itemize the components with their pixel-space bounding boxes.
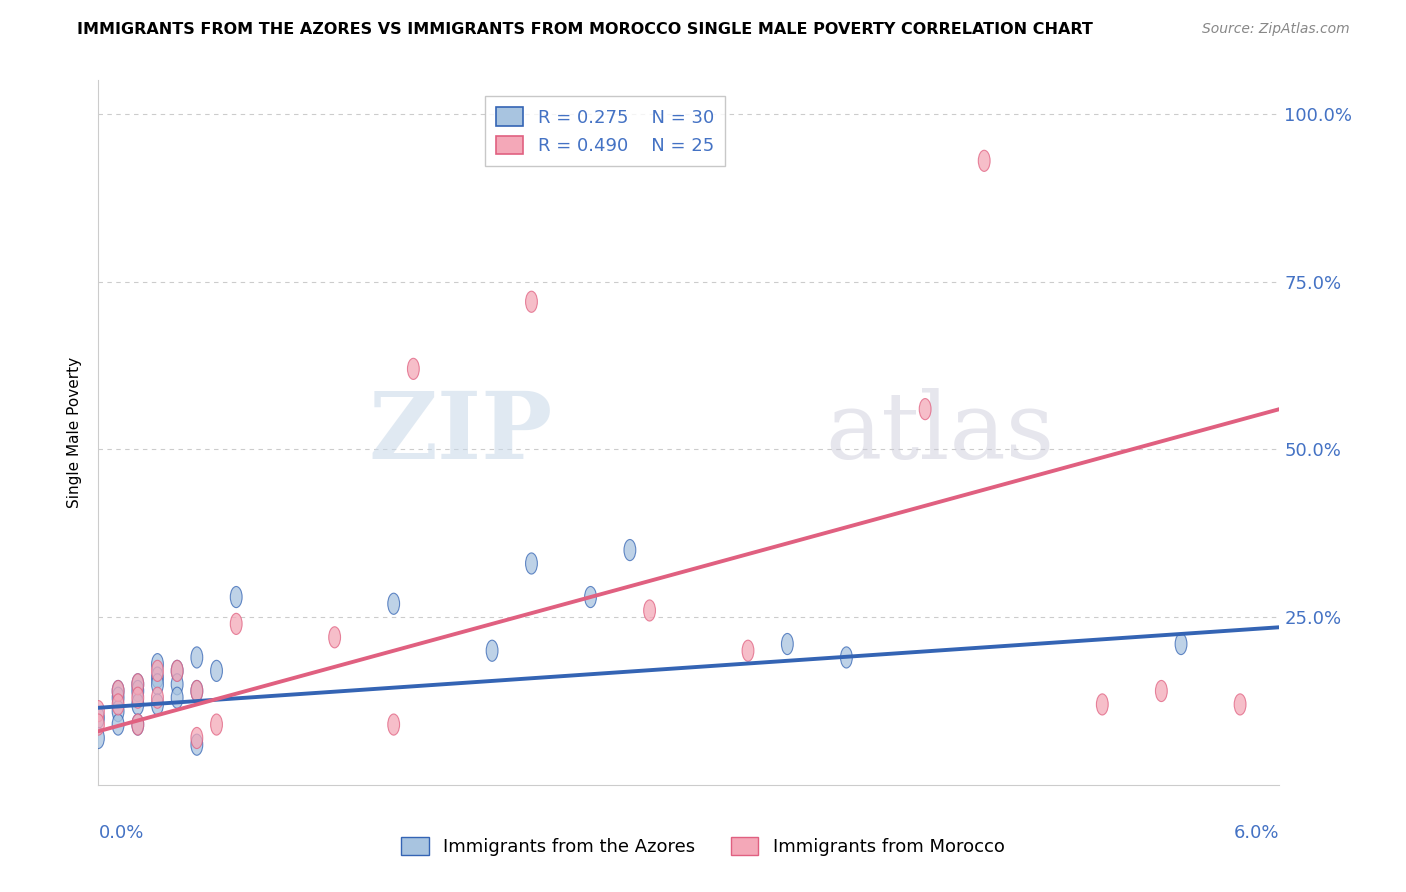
Ellipse shape: [742, 640, 754, 661]
Ellipse shape: [585, 586, 596, 607]
Ellipse shape: [191, 734, 202, 756]
Ellipse shape: [1175, 633, 1187, 655]
Ellipse shape: [152, 660, 163, 681]
Ellipse shape: [624, 540, 636, 561]
Ellipse shape: [93, 714, 104, 735]
Text: Source: ZipAtlas.com: Source: ZipAtlas.com: [1202, 22, 1350, 37]
Text: atlas: atlas: [825, 388, 1054, 477]
Ellipse shape: [841, 647, 852, 668]
Ellipse shape: [132, 714, 143, 735]
Ellipse shape: [132, 673, 143, 695]
Ellipse shape: [112, 681, 124, 702]
Ellipse shape: [211, 660, 222, 681]
Ellipse shape: [152, 654, 163, 674]
Ellipse shape: [132, 673, 143, 695]
Ellipse shape: [112, 714, 124, 735]
Ellipse shape: [172, 673, 183, 695]
Text: IMMIGRANTS FROM THE AZORES VS IMMIGRANTS FROM MOROCCO SINGLE MALE POVERTY CORREL: IMMIGRANTS FROM THE AZORES VS IMMIGRANTS…: [77, 22, 1094, 37]
Ellipse shape: [526, 291, 537, 312]
Ellipse shape: [526, 553, 537, 574]
Ellipse shape: [93, 727, 104, 748]
Ellipse shape: [644, 600, 655, 621]
Ellipse shape: [191, 681, 202, 702]
Ellipse shape: [172, 660, 183, 681]
Ellipse shape: [152, 687, 163, 708]
Y-axis label: Single Male Poverty: Single Male Poverty: [67, 357, 83, 508]
Ellipse shape: [920, 399, 931, 420]
Ellipse shape: [93, 707, 104, 729]
Ellipse shape: [152, 694, 163, 715]
Ellipse shape: [1234, 694, 1246, 715]
Ellipse shape: [211, 714, 222, 735]
Text: 6.0%: 6.0%: [1234, 824, 1279, 842]
Ellipse shape: [172, 660, 183, 681]
Legend: R = 0.275    N = 30, R = 0.490    N = 25: R = 0.275 N = 30, R = 0.490 N = 25: [485, 96, 725, 166]
Ellipse shape: [152, 673, 163, 695]
Ellipse shape: [132, 694, 143, 715]
Ellipse shape: [486, 640, 498, 661]
Ellipse shape: [132, 714, 143, 735]
Ellipse shape: [112, 687, 124, 708]
Ellipse shape: [112, 694, 124, 715]
Ellipse shape: [132, 687, 143, 708]
Ellipse shape: [132, 681, 143, 702]
Text: ZIP: ZIP: [368, 388, 553, 477]
Ellipse shape: [388, 593, 399, 615]
Ellipse shape: [112, 681, 124, 702]
Ellipse shape: [979, 150, 990, 171]
Text: 0.0%: 0.0%: [98, 824, 143, 842]
Ellipse shape: [782, 633, 793, 655]
Ellipse shape: [231, 614, 242, 634]
Ellipse shape: [231, 586, 242, 607]
Ellipse shape: [112, 700, 124, 722]
Ellipse shape: [388, 714, 399, 735]
Ellipse shape: [191, 647, 202, 668]
Ellipse shape: [329, 627, 340, 648]
Ellipse shape: [191, 681, 202, 702]
Ellipse shape: [408, 359, 419, 379]
Ellipse shape: [152, 667, 163, 688]
Ellipse shape: [191, 727, 202, 748]
Ellipse shape: [1097, 694, 1108, 715]
Ellipse shape: [172, 687, 183, 708]
Ellipse shape: [1156, 681, 1167, 702]
Legend: Immigrants from the Azores, Immigrants from Morocco: Immigrants from the Azores, Immigrants f…: [394, 830, 1012, 863]
Ellipse shape: [93, 700, 104, 722]
